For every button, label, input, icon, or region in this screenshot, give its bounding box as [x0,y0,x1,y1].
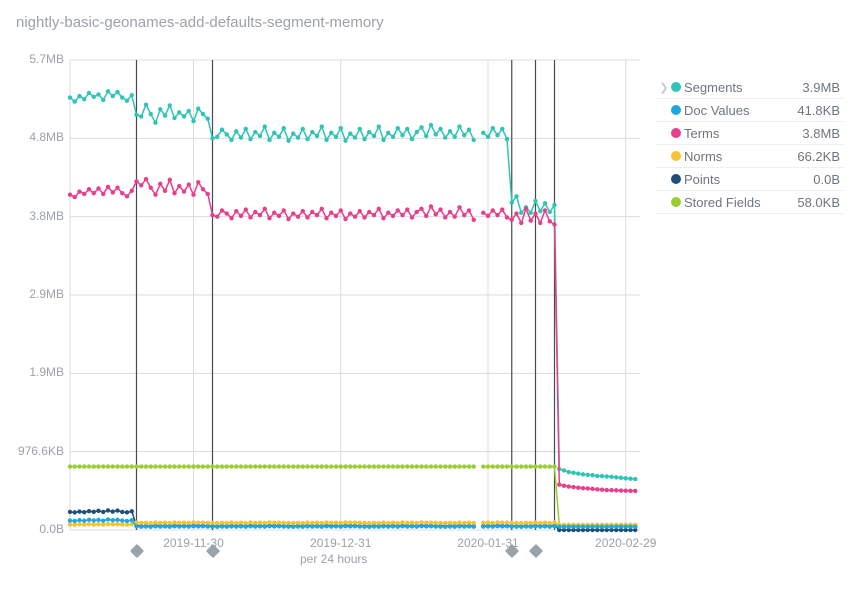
legend-value: 3.8MB [802,126,840,141]
chart-plot[interactable]: per 24 hours 0.0B 976.6KB 1.9MB 2.9MB 3.8MB 4… [0,40,650,570]
y-tick-label: 3.8MB [4,209,64,223]
legend-value: 66.2KB [797,149,840,164]
y-tick-label: 4.8MB [4,130,64,144]
legend-color-dot [670,81,682,93]
x-tick-label: 2019-11-30 [159,536,229,550]
legend-color-dot [670,150,682,162]
legend-item-terms[interactable]: Terms3.8MB [656,122,844,145]
legend: ❯Segments3.9MBDoc Values41.8KBTerms3.8MB… [656,76,844,214]
legend-label: Terms [684,126,802,141]
legend-label: Doc Values [684,103,797,118]
legend-value: 3.9MB [802,80,840,95]
y-tick-label: 5.7MB [4,52,64,66]
y-tick-label: 2.9MB [4,287,64,301]
legend-color-dot [670,196,682,208]
legend-item-segments[interactable]: ❯ Segments3.9MB [656,76,844,99]
x-axis-sublabel: per 24 hours [300,552,367,566]
legend-color-dot [670,127,682,139]
y-tick-label: 0.0B [4,522,64,536]
legend-color-dot [670,104,682,116]
legend-item-norms[interactable]: Norms66.2KB [656,145,844,168]
legend-color-dot [670,173,682,185]
chevron-right-icon: ❯ [658,81,670,94]
legend-label: Stored Fields [684,195,797,210]
y-tick-label: 1.9MB [4,365,64,379]
x-tick-label: 2019-12-31 [306,536,376,550]
legend-item-points[interactable]: Points0.0B [656,168,844,191]
legend-value: 58.0KB [797,195,840,210]
legend-label: Points [684,172,813,187]
y-tick-label: 976.6KB [4,444,64,458]
legend-value: 0.0B [813,172,840,187]
chart-container: nightly-basic-geonames-add-defaults-segm… [0,0,849,603]
legend-label: Norms [684,149,797,164]
legend-label: Segments [684,80,802,95]
chart-title: nightly-basic-geonames-add-defaults-segm… [16,14,384,31]
legend-item-doc_values[interactable]: Doc Values41.8KB [656,99,844,122]
legend-value: 41.8KB [797,103,840,118]
legend-item-stored_fields[interactable]: Stored Fields58.0KB [656,191,844,214]
x-tick-label: 2020-02-29 [591,536,661,550]
